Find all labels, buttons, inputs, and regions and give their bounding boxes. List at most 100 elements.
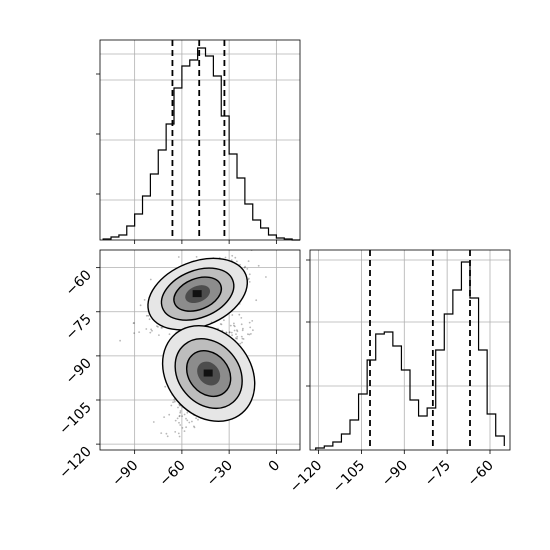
y-tick-label: −120 [56, 444, 95, 483]
sample-point [132, 322, 135, 324]
sample-point [145, 314, 148, 317]
sample-point [242, 327, 244, 330]
density-peak-bin [192, 290, 202, 298]
sample-point [252, 329, 254, 332]
y-tick-label: −75 [63, 311, 95, 343]
sample-point [185, 426, 188, 429]
sample-point [177, 406, 179, 409]
sample-point [179, 424, 182, 426]
y-tick-label: −90 [63, 355, 95, 387]
sample-point [179, 411, 182, 414]
sample-point [236, 329, 238, 331]
sample-point [119, 339, 121, 342]
sample-point [186, 419, 189, 422]
sample-point [170, 404, 173, 407]
sample-point [151, 329, 153, 332]
sample-point [240, 317, 243, 319]
sample-point [248, 273, 251, 276]
sample-point [161, 326, 164, 329]
x-tick-label: −90 [109, 458, 141, 490]
sample-point [234, 256, 237, 259]
sample-point [183, 413, 186, 416]
sample-point [133, 332, 136, 334]
x-tick-label: −120 [287, 458, 326, 497]
marginal-histogram-x-panel [96, 39, 301, 244]
sample-point [257, 264, 260, 267]
sample-point [181, 415, 184, 418]
density-peak-bin [203, 369, 213, 377]
sample-point [236, 335, 239, 338]
sample-point [197, 418, 199, 421]
marginal-histogram-y-panel: −120 −105 −90 −75 −60 [287, 249, 511, 497]
sample-point [156, 325, 158, 327]
sample-point [193, 425, 195, 428]
sample-point [195, 417, 198, 420]
sample-point [247, 260, 250, 262]
sample-point [186, 411, 189, 414]
sample-point [148, 318, 151, 321]
sample-point [177, 432, 180, 435]
y-tick-label: −105 [56, 400, 95, 439]
sample-point [248, 277, 250, 280]
sample-point [176, 417, 179, 420]
sample-point [235, 337, 237, 340]
sample-point [160, 327, 163, 329]
axes-frame [99, 39, 301, 241]
sample-point [233, 325, 236, 328]
sample-point [165, 432, 168, 435]
sample-point [174, 431, 177, 433]
sample-point [239, 342, 242, 345]
sample-point [240, 323, 243, 326]
sample-point [235, 333, 237, 336]
sample-point [220, 323, 223, 326]
sample-point [168, 413, 171, 416]
sample-point [248, 321, 251, 324]
sample-point [228, 331, 231, 334]
sample-point [174, 419, 177, 422]
axes-frame [99, 249, 301, 451]
sample-point [133, 322, 135, 324]
sample-point [188, 421, 191, 424]
sample-point [233, 324, 235, 327]
sample-point [230, 331, 233, 334]
sample-point [244, 265, 247, 268]
sample-point [241, 329, 244, 332]
histogram-step-line [102, 47, 300, 241]
x-tick-label: −60 [465, 458, 497, 490]
joint-density-panel: −90 −60 −30 0 −120 −105 −90 −75 −60 [56, 242, 301, 490]
sample-point [265, 276, 267, 278]
sample-point [178, 421, 180, 424]
sample-point [189, 244, 191, 246]
sample-point [248, 333, 251, 336]
sample-point [158, 334, 160, 336]
sample-point [233, 322, 235, 325]
histogram-step-line [315, 261, 505, 450]
sample-point [241, 341, 243, 344]
sample-point [173, 398, 176, 401]
sample-point [255, 299, 258, 302]
sample-point [166, 435, 169, 438]
sample-point [224, 256, 227, 259]
sample-point [178, 435, 181, 438]
sample-point [236, 260, 238, 263]
sample-point [149, 278, 152, 281]
x-tick-label: −60 [157, 458, 189, 490]
sample-point [163, 416, 166, 418]
sample-point [160, 432, 163, 434]
x-tick-label: −90 [379, 458, 411, 490]
sample-point [149, 331, 152, 334]
x-tick-label: −75 [422, 458, 454, 490]
sample-point [251, 320, 254, 322]
sample-point [225, 331, 228, 334]
sample-point [228, 331, 231, 333]
sample-point [236, 337, 238, 340]
sample-point [152, 421, 155, 423]
sample-point [236, 330, 239, 333]
sample-point [219, 323, 222, 325]
sample-point [150, 328, 153, 331]
sample-point [259, 242, 261, 244]
sample-point [145, 328, 148, 330]
sample-point [247, 333, 249, 336]
sample-point [173, 400, 176, 403]
